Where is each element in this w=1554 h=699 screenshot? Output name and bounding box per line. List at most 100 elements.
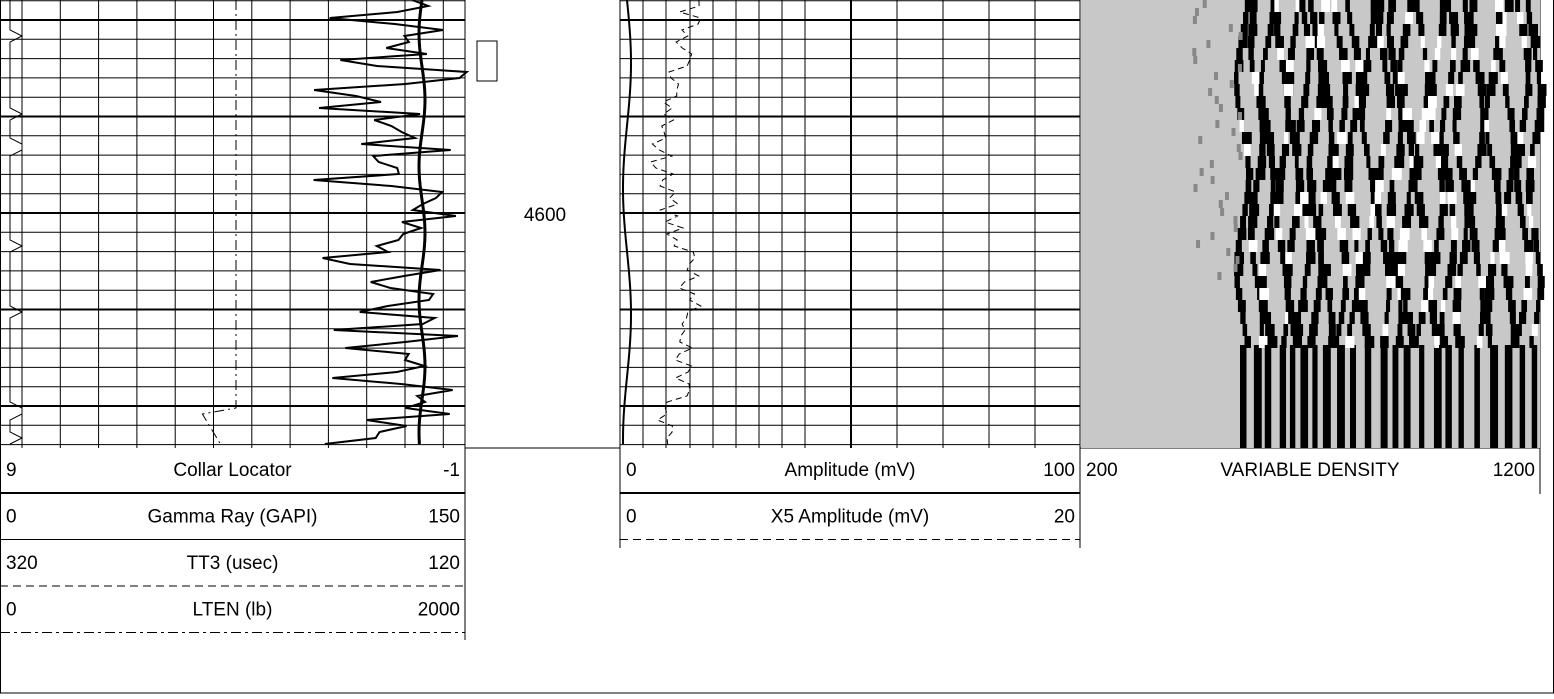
vdl-band xyxy=(1275,180,1284,192)
vdl-band xyxy=(1499,36,1506,48)
vdl-band xyxy=(1384,72,1391,84)
vdl-band xyxy=(1280,252,1286,264)
vdl-band xyxy=(1515,144,1526,156)
vdl-band xyxy=(1259,132,1267,144)
vdl-band xyxy=(1408,144,1415,156)
vdl-band xyxy=(1523,48,1532,60)
vdl-band xyxy=(1500,24,1507,36)
vdl-band xyxy=(1317,84,1325,96)
vdl-band xyxy=(1253,180,1260,192)
vdl-band xyxy=(1392,72,1399,84)
vdl-band xyxy=(1237,64,1242,72)
vdl-band xyxy=(1478,324,1484,336)
vdl-band xyxy=(1406,192,1411,204)
vdl-band xyxy=(1262,312,1272,324)
vdl-band xyxy=(1525,0,1531,12)
vdl-band xyxy=(1243,12,1249,24)
vdl-band xyxy=(1355,276,1360,288)
vdl-band xyxy=(1484,300,1493,312)
vdl-band xyxy=(1386,24,1391,36)
vdl-band xyxy=(1258,84,1264,96)
vdl-band xyxy=(1334,144,1339,156)
vdl-band xyxy=(1302,276,1308,288)
vdl-band xyxy=(1439,324,1445,336)
vdl-band xyxy=(1397,252,1407,264)
vdl-band xyxy=(1529,336,1534,348)
vdl-band xyxy=(1455,84,1465,96)
vdl-band xyxy=(1262,240,1269,252)
vdl-band xyxy=(1250,192,1258,204)
vdl-band xyxy=(1260,60,1265,72)
vdl-band xyxy=(1452,300,1462,312)
vdl-band xyxy=(1380,345,1388,448)
vdl-band xyxy=(1472,168,1478,180)
vdl-band xyxy=(1486,84,1496,96)
vdl-band xyxy=(1374,12,1384,24)
vdl-band xyxy=(1331,168,1342,180)
scale-left: 0 xyxy=(626,460,637,481)
vdl-band xyxy=(1446,0,1452,12)
vdl-band xyxy=(1514,180,1522,192)
vdl-band xyxy=(1416,12,1424,24)
vdl-band xyxy=(1476,264,1481,276)
vdl-band xyxy=(1433,144,1441,156)
vdl-band xyxy=(1462,0,1468,12)
collar-marker xyxy=(476,40,498,82)
vdl-band xyxy=(1495,192,1502,204)
vdl-band xyxy=(1361,132,1367,144)
vdl-band xyxy=(1210,232,1215,240)
vdl-band xyxy=(1442,288,1448,300)
vdl-band xyxy=(1510,324,1519,336)
vdl-band xyxy=(1429,264,1437,276)
vdl-band xyxy=(1385,120,1393,132)
vdl-band xyxy=(1294,336,1300,348)
vdl-band xyxy=(1331,192,1340,204)
vdl-band xyxy=(1359,84,1370,96)
vdl-band xyxy=(1258,336,1268,348)
vdl-band xyxy=(1532,132,1541,144)
vdl-band xyxy=(1274,192,1284,204)
vdl-band xyxy=(1269,12,1277,24)
vdl-band xyxy=(1405,312,1413,324)
vdl-band xyxy=(1305,36,1316,48)
vdl-band xyxy=(1510,336,1518,348)
vdl-band xyxy=(1477,84,1487,96)
vdl-band xyxy=(1462,240,1471,252)
vdl-band xyxy=(1355,60,1363,72)
vdl-band xyxy=(1498,48,1503,60)
vdl-band xyxy=(1535,252,1541,264)
vdl-band xyxy=(1477,144,1487,156)
vdl-band xyxy=(1386,276,1396,288)
vdl-band xyxy=(1407,324,1416,336)
vdl-band xyxy=(1500,72,1508,84)
vdl-band xyxy=(1421,228,1427,240)
vdl-band xyxy=(1503,276,1514,288)
vdl-band xyxy=(1259,144,1266,156)
vdl-band xyxy=(1526,192,1533,204)
vdl-band xyxy=(1522,228,1528,240)
vdl-band xyxy=(1316,36,1326,48)
vdl-band xyxy=(1428,300,1438,312)
vdl-band xyxy=(1443,96,1450,108)
vdl-band xyxy=(1242,324,1248,336)
vdl-band xyxy=(1493,48,1502,60)
vdl-band xyxy=(1459,252,1468,264)
vdl-band xyxy=(1531,324,1538,336)
vdl-band xyxy=(1453,132,1460,144)
vdl-band xyxy=(1244,336,1251,348)
vdl-band xyxy=(1370,180,1377,192)
vdl-band xyxy=(1530,36,1541,48)
tt3-curve xyxy=(201,0,237,445)
vdl-band xyxy=(1525,72,1531,84)
vdl-band xyxy=(1369,216,1374,228)
vdl-band xyxy=(1441,156,1449,168)
vdl-band xyxy=(1364,345,1372,448)
vdl-band xyxy=(1349,312,1355,324)
vdl-band xyxy=(1388,48,1396,60)
vdl-band xyxy=(1439,312,1445,324)
vdl-band xyxy=(1468,12,1474,24)
vdl-band xyxy=(1298,108,1305,120)
vdl-band xyxy=(1439,120,1446,132)
vdl-band xyxy=(1317,276,1325,288)
vdl-band xyxy=(1347,204,1357,216)
